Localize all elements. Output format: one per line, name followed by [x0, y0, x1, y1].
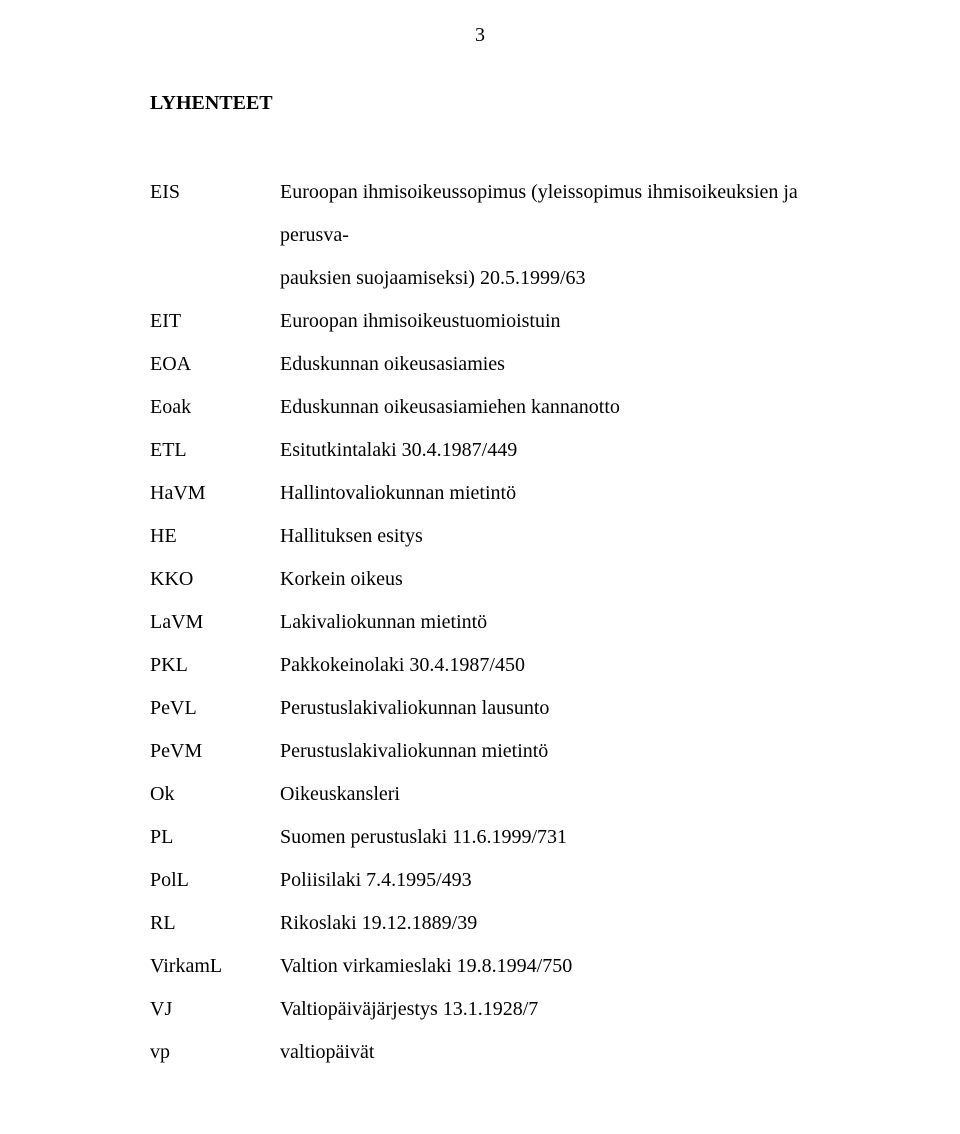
- definition: pauksien suojaamiseksi) 20.5.1999/63: [280, 257, 860, 300]
- list-item: PeVM Perustuslakivaliokunnan mietintö: [150, 730, 860, 773]
- definition: Poliisilaki 7.4.1995/493: [280, 859, 860, 902]
- list-item: HE Hallituksen esitys: [150, 515, 860, 558]
- list-item: EIS Euroopan ihmisoikeussopimus (yleisso…: [150, 171, 860, 257]
- definition: Oikeuskansleri: [280, 773, 860, 816]
- definition: Valtiopäiväjärjestys 13.1.1928/7: [280, 988, 860, 1031]
- list-item: VJ Valtiopäiväjärjestys 13.1.1928/7: [150, 988, 860, 1031]
- abbr: PL: [150, 816, 280, 859]
- definition: Lakivaliokunnan mietintö: [280, 601, 860, 644]
- list-item: EOA Eduskunnan oikeusasiamies: [150, 343, 860, 386]
- list-item: VirkamL Valtion virkamieslaki 19.8.1994/…: [150, 945, 860, 988]
- abbr: vp: [150, 1031, 280, 1074]
- definition: Hallintovaliokunnan mietintö: [280, 472, 860, 515]
- abbr: Eoak: [150, 386, 280, 429]
- list-item: PKL Pakkokeinolaki 30.4.1987/450: [150, 644, 860, 687]
- definition: Korkein oikeus: [280, 558, 860, 601]
- definition: Eduskunnan oikeusasiamies: [280, 343, 860, 386]
- definition: Hallituksen esitys: [280, 515, 860, 558]
- abbreviation-list: EIS Euroopan ihmisoikeussopimus (yleisso…: [150, 171, 860, 1074]
- definition: valtiopäivät: [280, 1031, 860, 1074]
- abbr: VJ: [150, 988, 280, 1031]
- list-item: EIT Euroopan ihmisoikeustuomioistuin: [150, 300, 860, 343]
- list-item-continuation: pauksien suojaamiseksi) 20.5.1999/63: [150, 257, 860, 300]
- definition: Valtion virkamieslaki 19.8.1994/750: [280, 945, 860, 988]
- list-item: PolL Poliisilaki 7.4.1995/493: [150, 859, 860, 902]
- list-item: PeVL Perustuslakivaliokunnan lausunto: [150, 687, 860, 730]
- abbr: EOA: [150, 343, 280, 386]
- definition: Perustuslakivaliokunnan lausunto: [280, 687, 860, 730]
- abbr: KKO: [150, 558, 280, 601]
- page-number: 3: [0, 24, 960, 47]
- abbr: VirkamL: [150, 945, 280, 988]
- abbr-spacer: [150, 257, 280, 300]
- list-item: LaVM Lakivaliokunnan mietintö: [150, 601, 860, 644]
- definition: Perustuslakivaliokunnan mietintö: [280, 730, 860, 773]
- definition: Suomen perustuslaki 11.6.1999/731: [280, 816, 860, 859]
- abbr: ETL: [150, 429, 280, 472]
- abbr: Ok: [150, 773, 280, 816]
- abbr: EIT: [150, 300, 280, 343]
- definition: Eduskunnan oikeusasiamiehen kannanotto: [280, 386, 860, 429]
- abbr: HE: [150, 515, 280, 558]
- page: 3 LYHENTEET EIS Euroopan ihmisoikeussopi…: [0, 0, 960, 1134]
- definition: Euroopan ihmisoikeussopimus (yleissopimu…: [280, 171, 860, 257]
- list-item: PL Suomen perustuslaki 11.6.1999/731: [150, 816, 860, 859]
- list-item: HaVM Hallintovaliokunnan mietintö: [150, 472, 860, 515]
- list-item: Eoak Eduskunnan oikeusasiamiehen kannano…: [150, 386, 860, 429]
- definition: Esitutkintalaki 30.4.1987/449: [280, 429, 860, 472]
- list-item: ETL Esitutkintalaki 30.4.1987/449: [150, 429, 860, 472]
- list-item: vp valtiopäivät: [150, 1031, 860, 1074]
- list-item: KKO Korkein oikeus: [150, 558, 860, 601]
- definition: Euroopan ihmisoikeustuomioistuin: [280, 300, 860, 343]
- abbr: HaVM: [150, 472, 280, 515]
- definition: Rikoslaki 19.12.1889/39: [280, 902, 860, 945]
- abbr: PeVM: [150, 730, 280, 773]
- abbr: RL: [150, 902, 280, 945]
- list-item: RL Rikoslaki 19.12.1889/39: [150, 902, 860, 945]
- section-heading: LYHENTEET: [150, 92, 860, 115]
- abbr: PolL: [150, 859, 280, 902]
- abbr: PKL: [150, 644, 280, 687]
- abbr: PeVL: [150, 687, 280, 730]
- abbr: EIS: [150, 171, 280, 257]
- list-item: Ok Oikeuskansleri: [150, 773, 860, 816]
- abbr: LaVM: [150, 601, 280, 644]
- definition: Pakkokeinolaki 30.4.1987/450: [280, 644, 860, 687]
